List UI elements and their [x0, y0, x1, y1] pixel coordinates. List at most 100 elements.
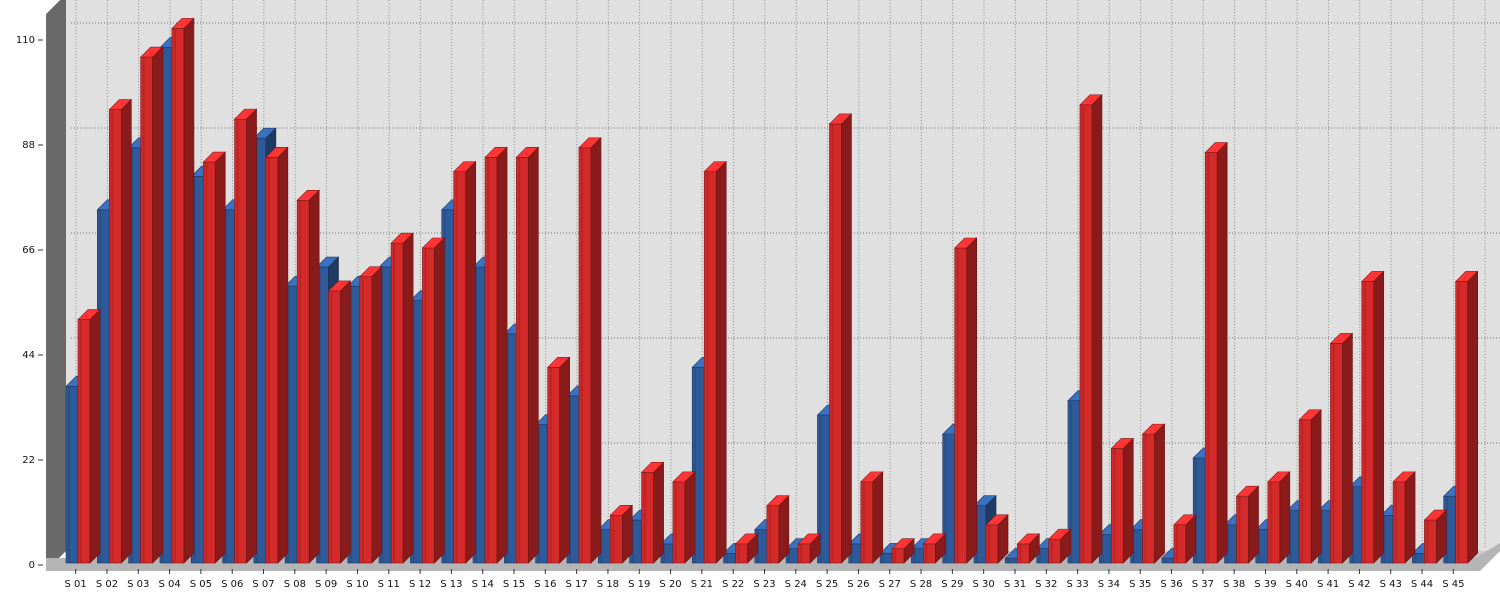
bar-stripe	[1132, 529, 1135, 563]
bar-front	[390, 242, 404, 564]
bar-side	[653, 461, 664, 564]
bar-front	[578, 147, 592, 564]
bar-side	[1122, 437, 1134, 564]
bar	[1079, 94, 1103, 564]
bar-stripe	[205, 162, 208, 563]
bar-front	[766, 505, 780, 564]
bar-front	[202, 161, 216, 564]
bar	[891, 537, 915, 564]
bar	[609, 504, 634, 564]
x-tick-label: S 18	[597, 579, 619, 590]
bar-stripe	[506, 333, 509, 563]
bar-stripe	[568, 395, 571, 563]
bar-side	[1467, 270, 1478, 564]
bar-front	[359, 276, 373, 564]
bar-stripe	[1289, 510, 1292, 563]
bar-stripe	[424, 248, 427, 563]
bar-front	[1412, 553, 1425, 564]
bar-stripe	[580, 147, 583, 564]
bar-front	[516, 157, 529, 564]
bar-front	[860, 481, 874, 564]
bar	[453, 160, 477, 564]
bar-front	[1236, 495, 1249, 564]
bar	[922, 533, 947, 564]
bar-front	[328, 290, 341, 564]
bar-stripe	[1163, 558, 1166, 563]
bar-front	[641, 472, 654, 564]
bar-stripe	[393, 243, 396, 563]
bar-stripe	[1144, 434, 1147, 563]
x-tick-label: S 15	[503, 579, 525, 590]
bar-stripe	[236, 119, 239, 564]
bar-stripe	[549, 367, 552, 563]
bar-stripe	[768, 505, 771, 563]
bar-stripe	[224, 209, 227, 563]
x-tick-label: S 10	[346, 579, 368, 590]
bar	[515, 146, 540, 564]
bar-stripe	[976, 505, 979, 563]
bar-side	[371, 265, 383, 564]
bar-side	[684, 471, 696, 564]
bar-front	[703, 171, 717, 564]
x-tick-label: S 30	[973, 579, 995, 590]
bar	[327, 280, 352, 564]
bar-side	[590, 137, 602, 564]
bar-side	[528, 146, 539, 564]
bar-front	[797, 543, 811, 564]
bar-front	[1110, 448, 1124, 564]
bar-side	[747, 533, 758, 564]
bar-side	[402, 232, 414, 564]
bar-front	[1173, 524, 1187, 564]
x-tick-label: S 41	[1317, 579, 1339, 590]
x-tick-label: S 01	[65, 579, 87, 590]
bar-side	[872, 471, 884, 564]
bar-front	[140, 56, 153, 564]
bar-front	[65, 386, 79, 564]
bar-front	[484, 157, 498, 564]
bar	[1329, 332, 1354, 564]
x-tick-label: S 26	[847, 579, 869, 590]
x-tick-label: S 37	[1192, 579, 1214, 590]
bar-stripe	[1050, 539, 1053, 563]
x-tick-label: S 36	[1160, 579, 1182, 590]
x-tick-label: S 06	[221, 579, 243, 590]
bar-stripe	[725, 553, 728, 563]
bar-side	[966, 237, 978, 564]
bar-stripe	[674, 481, 677, 563]
bar-front	[609, 514, 623, 564]
bar	[1361, 270, 1385, 564]
bar	[985, 514, 1009, 564]
bar-stripe	[68, 386, 70, 563]
bar-stripe	[537, 424, 540, 563]
x-tick-label: S 04	[158, 579, 180, 590]
bar	[359, 265, 383, 564]
bar-front	[296, 199, 310, 564]
bar	[1235, 485, 1260, 564]
bar	[828, 113, 853, 564]
bar	[1204, 141, 1228, 564]
bar-stripe	[287, 286, 290, 563]
bar-stripe	[111, 109, 114, 563]
bar-front	[1142, 433, 1155, 564]
bar	[171, 17, 195, 564]
bar-stripe	[988, 524, 991, 563]
bar-front	[672, 481, 686, 564]
bar-side	[1060, 528, 1071, 564]
bar-stripe	[1069, 400, 1072, 563]
bar-stripe	[956, 248, 959, 563]
x-tick-label: S 23	[753, 579, 775, 590]
bar-stripe	[412, 300, 415, 563]
bar-side	[214, 151, 226, 564]
bar	[421, 237, 446, 564]
bar-side	[434, 237, 445, 564]
x-tick-label: S 39	[1254, 579, 1276, 590]
x-tick-label: S 29	[941, 579, 963, 590]
bar-side	[1342, 332, 1353, 564]
bar-stripe	[862, 481, 865, 563]
bar-stripe	[1383, 515, 1386, 563]
bar-stripe	[788, 548, 791, 563]
bar	[1454, 270, 1479, 564]
bar-front	[1204, 152, 1218, 564]
bar	[640, 461, 665, 564]
